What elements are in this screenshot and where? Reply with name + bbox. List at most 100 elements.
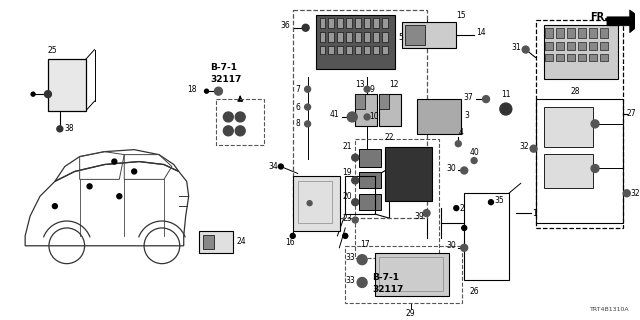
Circle shape [454,206,459,211]
Circle shape [214,87,222,95]
Text: 29: 29 [406,309,415,318]
Circle shape [112,159,117,164]
Circle shape [357,255,367,265]
Bar [328,18,334,28]
Circle shape [530,145,537,152]
Bar [382,45,388,53]
Bar [292,10,426,218]
Bar [385,147,433,201]
Bar [543,25,618,79]
Bar [578,42,586,50]
Text: 34: 34 [268,162,278,171]
Bar [355,45,361,53]
Circle shape [302,24,309,31]
Bar [48,60,86,111]
Circle shape [357,277,367,287]
Text: 1: 1 [532,209,538,218]
Text: 28: 28 [570,87,580,96]
Bar [567,28,575,38]
Bar [545,53,554,61]
Text: 22: 22 [385,133,394,142]
Bar [382,32,388,42]
Bar [417,99,461,134]
Circle shape [305,86,310,92]
Bar [600,42,608,50]
Text: 40: 40 [469,148,479,156]
Text: 16: 16 [285,238,294,247]
Bar [355,94,377,126]
Bar [359,172,381,188]
Bar [379,257,444,292]
Bar [404,25,424,44]
Text: 2: 2 [460,204,464,212]
Bar [589,28,597,38]
Text: 31: 31 [511,43,521,52]
Text: 6: 6 [296,102,301,112]
Circle shape [31,92,35,96]
Circle shape [236,126,245,136]
Bar [543,107,593,147]
Bar [556,42,564,50]
Bar [345,176,375,214]
Text: 4: 4 [458,128,463,137]
Text: 35: 35 [494,196,504,205]
Bar [545,28,554,38]
Circle shape [364,86,370,92]
Circle shape [461,244,468,251]
Bar [355,94,365,109]
Text: 20: 20 [342,192,352,201]
Circle shape [278,164,284,169]
Bar [202,235,214,249]
Bar [589,42,597,50]
Bar [292,176,340,231]
Bar [337,18,343,28]
Circle shape [455,141,461,147]
Bar [346,45,352,53]
Text: 32: 32 [519,142,529,151]
Bar [464,193,509,281]
Bar [346,32,352,42]
Bar [536,20,623,228]
Text: 32117: 32117 [211,75,242,84]
Text: 23: 23 [342,213,352,222]
Text: 30: 30 [447,241,456,250]
Circle shape [291,233,295,238]
Circle shape [132,169,137,174]
Polygon shape [607,10,640,33]
Text: 36: 36 [280,21,290,30]
Bar [578,53,586,61]
Text: TRT4B1310A: TRT4B1310A [590,307,630,312]
Bar [355,139,440,258]
Bar [536,99,623,223]
Text: B-7-1: B-7-1 [211,63,237,72]
Bar [600,53,608,61]
Text: 12: 12 [389,80,398,89]
Text: 9: 9 [369,85,374,94]
Bar [375,253,449,296]
Text: 21: 21 [342,142,352,151]
Text: 8: 8 [296,119,300,128]
Bar [382,18,388,28]
Bar [373,18,379,28]
Circle shape [461,167,468,174]
Text: 26: 26 [469,287,479,296]
Text: 32: 32 [631,189,640,198]
Circle shape [307,201,312,206]
Bar [364,32,370,42]
Text: 39: 39 [415,212,424,220]
Circle shape [522,46,529,53]
Bar [379,94,389,109]
Circle shape [223,126,234,136]
Bar [359,194,381,210]
Circle shape [461,226,467,230]
Text: 30: 30 [447,164,456,173]
Text: 41: 41 [330,110,339,119]
Text: 19: 19 [342,168,352,177]
Circle shape [305,121,310,127]
Text: 11: 11 [501,90,511,99]
Bar [345,246,462,303]
Bar [216,99,264,145]
Circle shape [352,199,358,206]
Bar [346,18,352,28]
Circle shape [500,103,512,115]
